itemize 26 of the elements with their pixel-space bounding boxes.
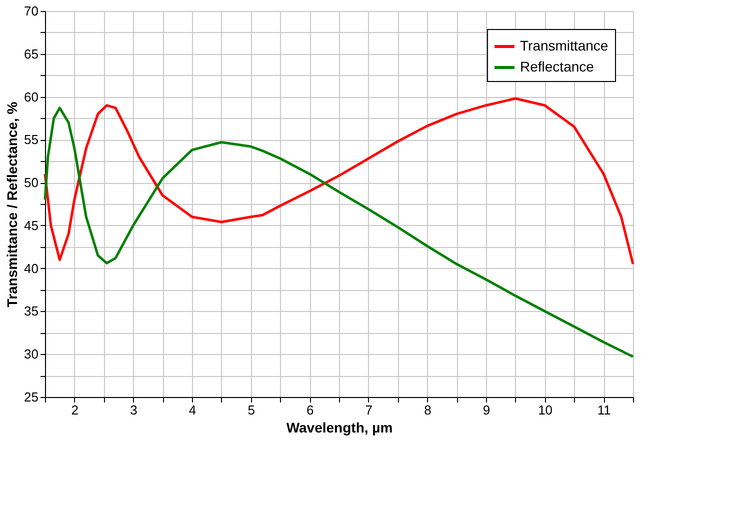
x-tick-label: 4 bbox=[188, 402, 196, 418]
y-tick-label: 35 bbox=[24, 304, 38, 319]
y-tick-label: 70 bbox=[24, 4, 38, 18]
x-tick-label: 10 bbox=[538, 402, 553, 418]
y-tick-label: 50 bbox=[24, 175, 38, 190]
x-tick-label: 3 bbox=[130, 402, 138, 418]
y-tick-label: 25 bbox=[24, 390, 38, 404]
legend-label: Transmittance bbox=[520, 38, 608, 54]
legend-label: Reflectance bbox=[520, 58, 594, 74]
x-tick-label: 5 bbox=[248, 402, 255, 418]
y-axis-title: Transmittance / Reflectance, % bbox=[4, 101, 20, 308]
y-tick-label: 60 bbox=[24, 89, 38, 104]
x-tick-label: 6 bbox=[306, 402, 314, 418]
y-tick-label: 30 bbox=[24, 346, 38, 362]
line-series bbox=[44, 97, 634, 266]
x-tick-label: 8 bbox=[424, 402, 432, 418]
y-tick-label: 55 bbox=[24, 132, 38, 148]
y-tick-label: 65 bbox=[24, 46, 38, 62]
x-tick-label: 11 bbox=[597, 402, 611, 418]
line-series bbox=[44, 106, 634, 358]
x-tick-label: 7 bbox=[365, 402, 373, 418]
x-tick-label: 9 bbox=[482, 402, 490, 418]
y-tick-label: 40 bbox=[24, 260, 38, 276]
y-tick-label: 45 bbox=[24, 218, 38, 233]
x-axis-title: Wavelength, µm bbox=[286, 420, 393, 436]
x-tick-label: 2 bbox=[71, 402, 79, 418]
